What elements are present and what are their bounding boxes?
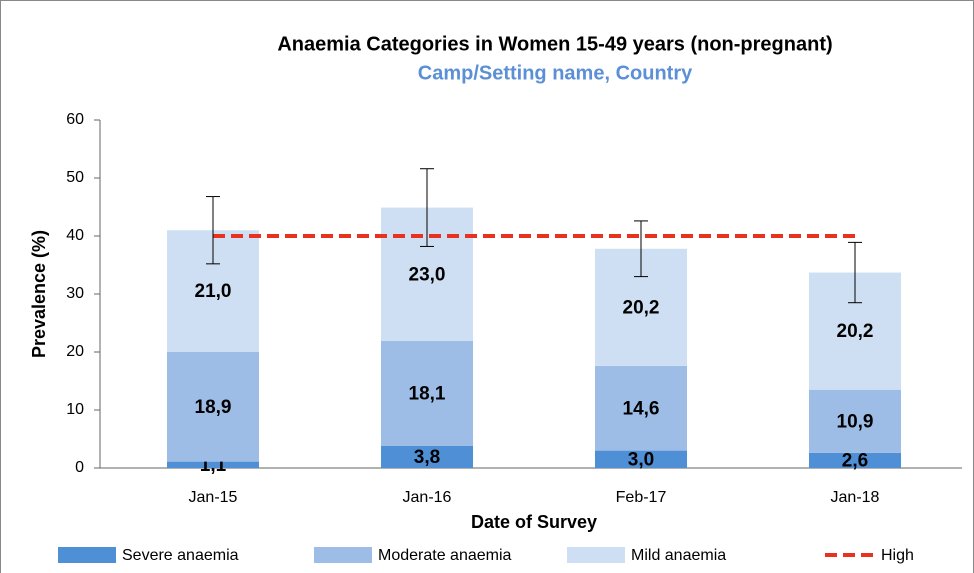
y-tick-label: 30 — [66, 285, 84, 302]
data-label: 20,2 — [837, 321, 874, 342]
x-axis-title: Date of Survey — [471, 512, 597, 532]
data-label: 18,9 — [195, 397, 232, 418]
y-tick-label: 20 — [66, 343, 84, 360]
data-label: 2,6 — [842, 450, 868, 471]
bar-segment — [166, 461, 260, 468]
legend-label: Severe anaemia — [122, 547, 239, 564]
x-tick-label: Feb-17 — [616, 489, 667, 506]
y-axis-title: Prevalence (%) — [29, 230, 49, 358]
data-label: 18,1 — [409, 383, 446, 404]
legend-label: High — [881, 547, 914, 564]
x-tick-label: Jan-16 — [403, 489, 452, 506]
y-tick-label: 40 — [66, 227, 84, 244]
bar-segment — [380, 445, 474, 468]
legend-label: Moderate anaemia — [378, 547, 512, 564]
chart-subtitle: Camp/Setting name, Country — [418, 62, 693, 84]
bar-segment — [594, 450, 688, 468]
y-tick-label: 0 — [75, 459, 84, 476]
bar-segment — [808, 389, 902, 453]
x-tick-label: Jan-18 — [831, 489, 880, 506]
data-label: 21,0 — [195, 281, 232, 302]
data-label: 10,9 — [837, 411, 874, 432]
data-label: 20,2 — [623, 297, 660, 318]
y-tick-label: 50 — [66, 169, 84, 186]
bar-segment — [166, 352, 260, 462]
data-label: 14,6 — [623, 398, 660, 419]
chart-title: Anaemia Categories in Women 15-49 years … — [277, 33, 832, 55]
y-tick-label: 60 — [66, 111, 84, 128]
y-tick-label: 10 — [66, 401, 84, 418]
legend-swatch — [314, 547, 372, 563]
legend-swatch — [567, 547, 625, 563]
legend-swatch — [58, 547, 116, 563]
data-label: 3,8 — [414, 447, 440, 468]
bar-segment — [380, 340, 474, 446]
legend-label: Mild anaemia — [631, 547, 726, 564]
bar-segment — [594, 365, 688, 451]
bar-segment — [808, 452, 902, 468]
x-tick-label: Jan-15 — [189, 489, 238, 506]
data-label: 23,0 — [409, 264, 446, 285]
data-label: 3,0 — [628, 449, 654, 470]
